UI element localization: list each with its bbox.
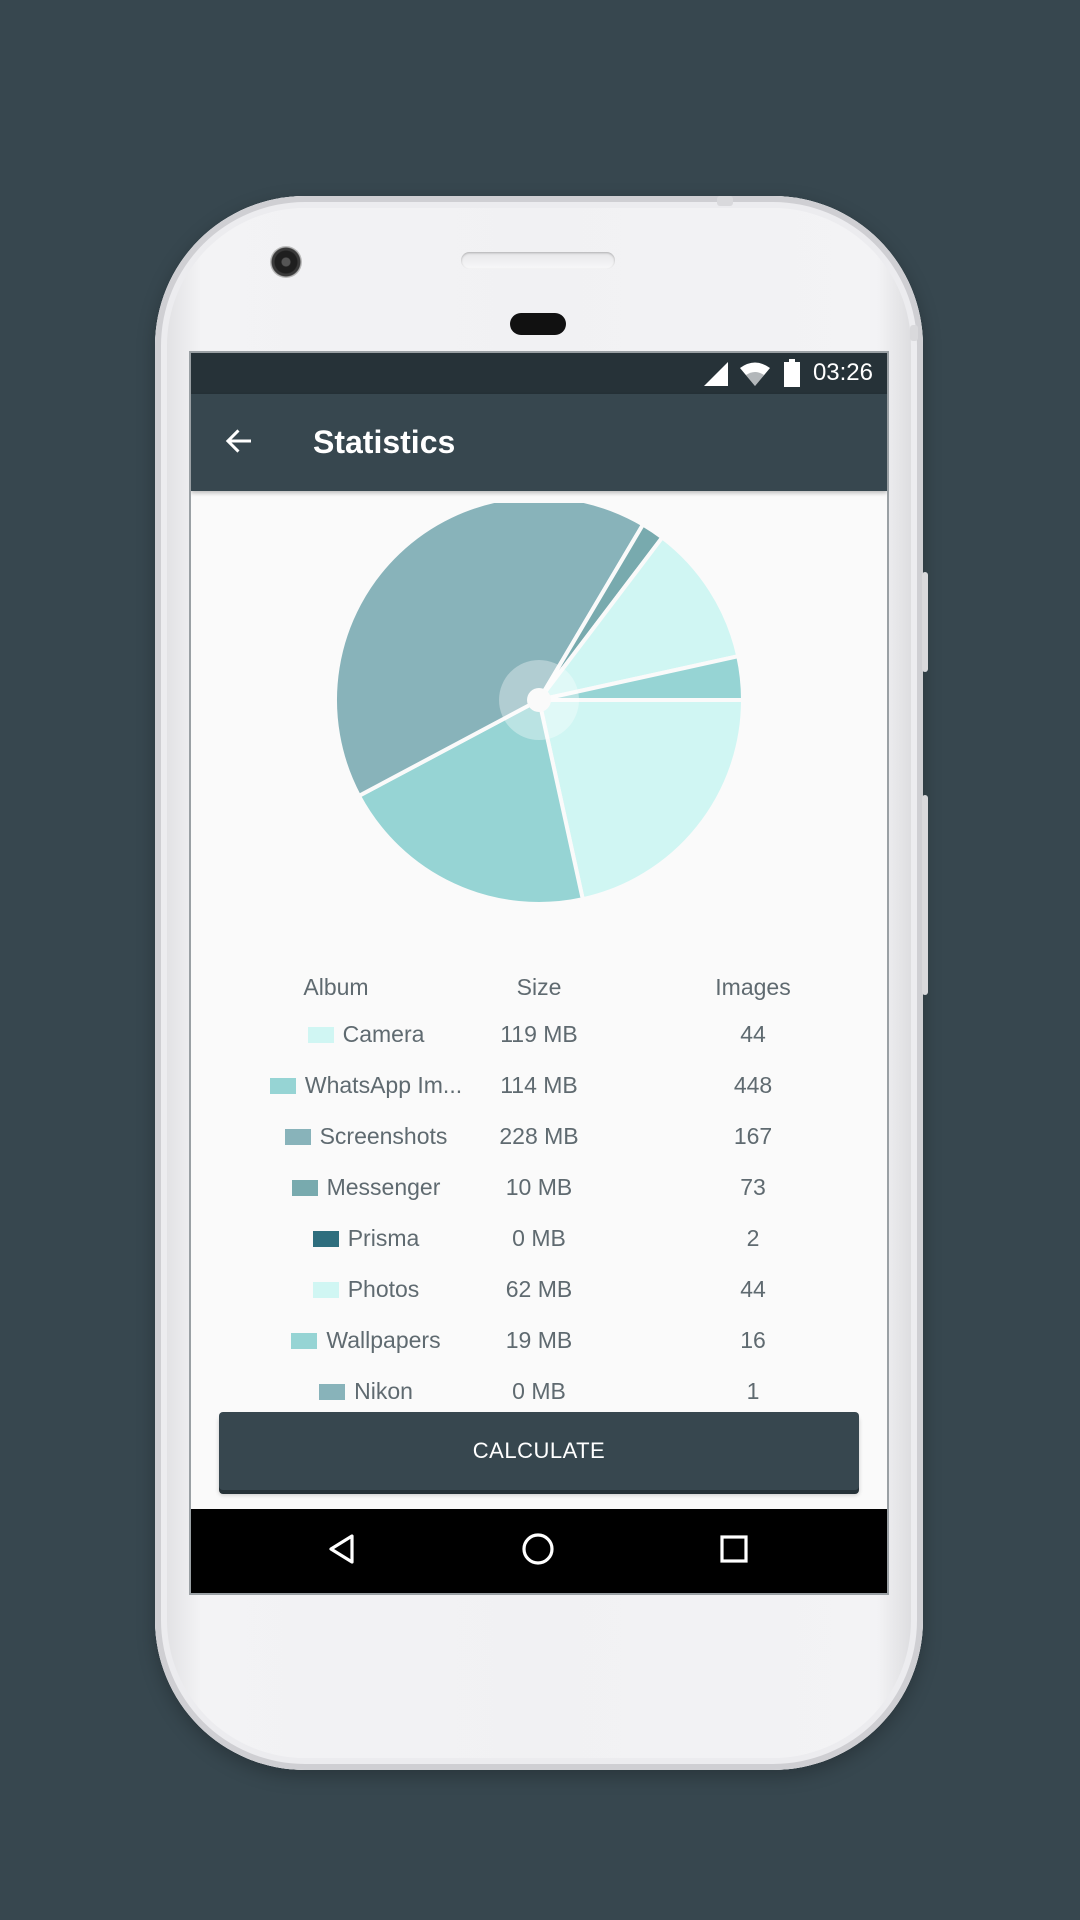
images-cell: 167 [733,1123,773,1149]
header-album: Album [303,973,369,1000]
size-cell: 0 MB [512,1378,566,1404]
album-size-pie-chart [191,494,887,923]
album-name: WhatsApp Im... [304,1072,463,1098]
table-row: Messenger 10 MB 73 [191,1162,887,1213]
page-title: Statistics [313,424,456,460]
size-cell: 114 MB [500,1072,578,1098]
table-row: Nikon 0 MB 1 [191,1366,887,1417]
wifi-icon [740,361,770,392]
album-cell: Wallpapers [211,1315,521,1366]
album-name: Screenshots [319,1123,448,1149]
screen: 03:26 Statistics Album Size Images Camer… [191,353,887,1593]
album-cell: Screenshots [211,1111,521,1162]
album-color-swatch [291,1179,318,1196]
size-cell: 0 MB [512,1225,566,1251]
stats-table: Album Size Images Camera 119 MB 44 WhatsApp… [191,965,887,1417]
album-name: Nikon [354,1378,413,1404]
table-row: Photos 62 MB 44 [191,1264,887,1315]
signal-icon [704,362,728,391]
table-row: WhatsApp Im... 114 MB 448 [191,1060,887,1111]
size-cell: 10 MB [505,1174,573,1200]
pie-slice-wallpapers[interactable] [537,654,745,702]
home-circle-icon [521,1532,555,1571]
table-header: Album Size Images [191,965,887,1009]
header-size: Size [516,973,562,1000]
album-color-swatch [291,1332,318,1349]
album-color-swatch [319,1383,346,1400]
arrow-back-icon [223,425,255,462]
images-cell: 73 [740,1174,766,1200]
volume-button [922,795,928,995]
status-time: 03:26 [812,359,873,386]
back-triangle-icon [325,1532,359,1571]
back-button[interactable] [215,419,263,467]
front-camera [270,246,302,278]
album-cell: Photos [211,1264,521,1315]
pie-slice-camera[interactable] [537,698,745,902]
images-cell: 2 [746,1225,760,1251]
recents-square-icon [718,1533,750,1570]
header-images: Images [715,973,791,1000]
album-cell: Nikon [211,1366,521,1417]
size-cell: 228 MB [499,1123,579,1149]
album-cell: Messenger [211,1162,521,1213]
table-row: Screenshots 228 MB 167 [191,1111,887,1162]
side-notch [910,325,918,341]
album-name: Camera [342,1021,425,1047]
album-name: Prisma [347,1225,420,1251]
album-name: Photos [347,1276,420,1302]
calculate-button[interactable]: CALCULATE [219,1412,859,1490]
status-bar: 03:26 [191,353,887,394]
pie-slice-photos[interactable] [537,535,741,702]
album-color-swatch [269,1077,296,1094]
nav-home-button[interactable] [508,1521,568,1581]
album-cell: WhatsApp Im... [211,1060,521,1111]
nav-recents-button[interactable] [704,1521,764,1581]
images-cell: 1 [746,1378,760,1404]
album-color-swatch [284,1128,311,1145]
table-row: Camera 119 MB 44 [191,1009,887,1060]
table-row: Wallpapers 19 MB 16 [191,1315,887,1366]
table-row: Prisma 0 MB 2 [191,1213,887,1264]
sim-tray [717,196,733,206]
album-color-swatch [307,1026,334,1043]
battery-icon [784,359,800,392]
power-button [922,572,928,672]
images-cell: 16 [740,1327,766,1353]
pie-center-hub [527,688,551,712]
pie-slice-whatsapp-im[interactable] [356,698,585,906]
size-cell: 62 MB [505,1276,573,1302]
album-color-swatch [312,1281,339,1298]
proximity-sensor [510,313,566,335]
images-cell: 44 [740,1276,766,1302]
album-color-swatch [312,1230,339,1247]
images-cell: 448 [733,1072,773,1098]
album-cell: Camera [211,1009,521,1060]
album-cell: Prisma [211,1213,521,1264]
nav-back-button[interactable] [312,1521,372,1581]
navigation-bar [191,1509,887,1593]
size-cell: 119 MB [500,1021,578,1047]
album-name: Wallpapers [326,1327,441,1353]
album-name: Messenger [326,1174,441,1200]
earpiece-speaker [461,252,615,269]
size-cell: 19 MB [505,1327,573,1353]
images-cell: 44 [740,1021,766,1047]
app-bar: Statistics [191,394,887,491]
